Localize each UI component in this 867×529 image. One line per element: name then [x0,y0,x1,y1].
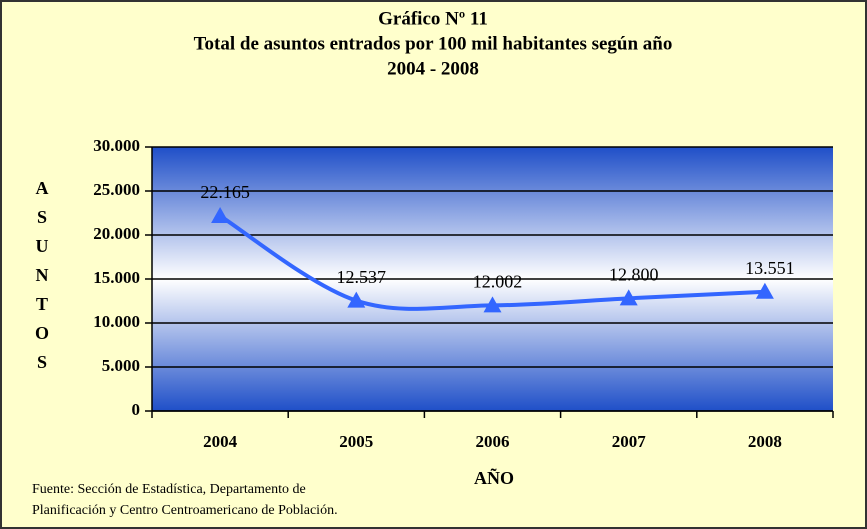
y-tick-label: 5.000 [102,356,140,375]
marker [619,289,638,306]
x-tick-label: 2004 [203,432,238,451]
x-tick-label: 2008 [748,432,782,451]
data-label: 22.165 [200,182,250,202]
chart-title: Gráfico Nº 11 [378,8,488,29]
chart-title: Total de asuntos entrados por 100 mil ha… [194,33,673,54]
y-tick-label: 10.000 [93,312,140,331]
marker [755,282,774,299]
data-label: 12.002 [473,272,523,292]
y-tick-label: 15.000 [93,268,140,287]
y-tick-label: 0 [132,400,141,419]
y-tick-label: 25.000 [93,180,140,199]
x-tick-label: 2006 [476,432,510,451]
x-axis-label: AÑO [474,467,514,488]
y-tick-label: 30.000 [93,136,140,155]
source-note: Planificación y Centro Centroamericano d… [32,503,338,518]
marker [347,291,366,308]
data-label: 13.551 [745,258,795,278]
chart-title: 2004 - 2008 [387,58,479,79]
source-note: Fuente: Sección de Estadística, Departam… [32,482,306,497]
y-tick-label: 20.000 [93,224,140,243]
marker [483,296,502,313]
x-tick-label: 2005 [339,432,373,451]
x-tick-label: 2007 [612,432,647,451]
data-label: 12.800 [609,264,659,284]
marker [211,206,230,223]
data-label: 12.537 [337,267,387,287]
